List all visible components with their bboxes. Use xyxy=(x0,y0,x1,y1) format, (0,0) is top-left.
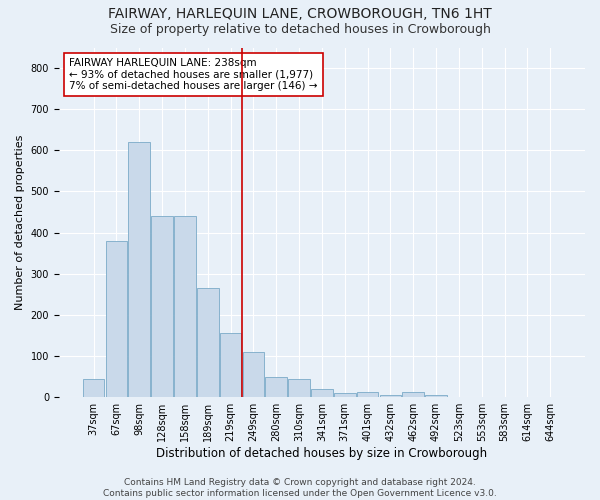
Bar xyxy=(288,378,310,397)
Bar xyxy=(403,392,424,397)
Text: FAIRWAY, HARLEQUIN LANE, CROWBOROUGH, TN6 1HT: FAIRWAY, HARLEQUIN LANE, CROWBOROUGH, TN… xyxy=(108,8,492,22)
X-axis label: Distribution of detached houses by size in Crowborough: Distribution of detached houses by size … xyxy=(157,447,487,460)
Bar xyxy=(174,216,196,397)
Bar xyxy=(83,378,104,397)
Bar xyxy=(106,241,127,397)
Text: Contains HM Land Registry data © Crown copyright and database right 2024.
Contai: Contains HM Land Registry data © Crown c… xyxy=(103,478,497,498)
Bar xyxy=(334,393,356,397)
Bar xyxy=(242,352,264,397)
Bar xyxy=(425,395,447,397)
Bar xyxy=(197,288,218,397)
Text: Size of property relative to detached houses in Crowborough: Size of property relative to detached ho… xyxy=(110,22,490,36)
Bar xyxy=(357,392,379,397)
Y-axis label: Number of detached properties: Number of detached properties xyxy=(15,134,25,310)
Bar xyxy=(151,216,173,397)
Bar xyxy=(265,376,287,397)
Bar xyxy=(380,395,401,397)
Bar xyxy=(220,334,241,397)
Text: FAIRWAY HARLEQUIN LANE: 238sqm
← 93% of detached houses are smaller (1,977)
7% o: FAIRWAY HARLEQUIN LANE: 238sqm ← 93% of … xyxy=(70,58,318,91)
Bar xyxy=(311,389,333,397)
Bar xyxy=(128,142,150,397)
